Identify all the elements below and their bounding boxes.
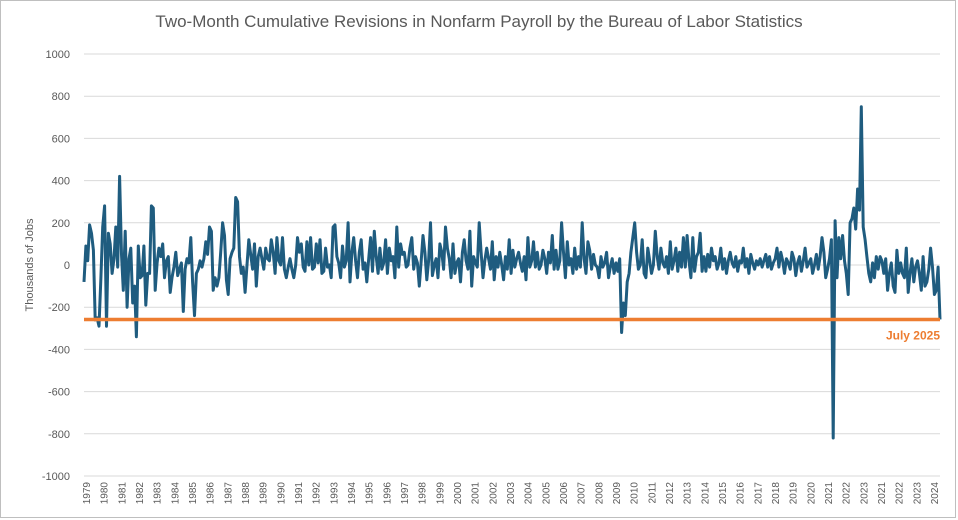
y-tick-label: 1000 xyxy=(46,49,70,61)
y-tick-label: -1000 xyxy=(42,471,70,483)
x-tick-label: 2010 xyxy=(630,482,641,505)
x-tick-label: 2004 xyxy=(524,482,535,505)
x-tick-label: 2014 xyxy=(700,482,711,505)
x-tick-label: 2009 xyxy=(612,482,623,505)
x-tick-label: 2023 xyxy=(912,482,923,505)
x-tick-label: 1989 xyxy=(259,482,270,505)
x-tick-label: 2018 xyxy=(771,482,782,505)
x-tick-label: 2008 xyxy=(594,482,605,505)
x-tick-label: 1982 xyxy=(135,482,146,505)
x-tick-label: 2021 xyxy=(824,482,835,505)
reference-line-label: July 2025 xyxy=(886,328,940,342)
x-tick-label: 2019 xyxy=(789,482,800,505)
x-tick-label: 1980 xyxy=(100,482,111,505)
x-tick-label: 2022 xyxy=(842,482,853,505)
y-tick-label: 400 xyxy=(52,176,70,188)
x-tick-label: 1997 xyxy=(400,482,411,505)
x-tick-label: 2000 xyxy=(453,482,464,505)
x-tick-label: 1995 xyxy=(365,482,376,505)
x-tick-label: 1990 xyxy=(276,482,287,505)
y-axis-title: Thousands of Jobs xyxy=(24,218,36,311)
y-tick-label: 0 xyxy=(64,260,70,272)
x-tick-label: 2015 xyxy=(718,482,729,505)
chart-title: Two-Month Cumulative Revisions in Nonfar… xyxy=(155,12,803,31)
x-tick-label: 1994 xyxy=(347,482,358,505)
y-tick-label: 200 xyxy=(52,218,70,230)
x-tick-label: 2016 xyxy=(736,482,747,505)
x-tick-label: 2005 xyxy=(541,482,552,505)
x-tick-label: 2012 xyxy=(665,482,676,505)
x-tick-label: 2023 xyxy=(859,482,870,505)
x-tick-label: 1996 xyxy=(382,482,393,505)
x-tick-label: 1979 xyxy=(82,482,93,505)
y-tick-label: 600 xyxy=(52,133,70,145)
x-tick-label: 1988 xyxy=(241,482,252,505)
x-tick-label: 2001 xyxy=(471,482,482,505)
x-tick-label: 1992 xyxy=(312,482,323,505)
x-tick-label: 1993 xyxy=(329,482,340,505)
x-tick-label: 1981 xyxy=(117,482,128,505)
x-tick-label: 1991 xyxy=(294,482,305,505)
x-tick-label: 2020 xyxy=(806,482,817,505)
x-tick-label: 1987 xyxy=(223,482,234,505)
y-tick-label: -600 xyxy=(48,387,70,399)
x-tick-label: 2011 xyxy=(647,482,658,504)
x-tick-label: 2021 xyxy=(877,482,888,505)
x-tick-label: 1984 xyxy=(170,482,181,505)
x-tick-label: 2024 xyxy=(930,482,941,505)
x-tick-label: 1998 xyxy=(418,482,429,505)
x-tick-label: 2013 xyxy=(683,482,694,505)
x-tick-label: 1983 xyxy=(153,482,164,505)
x-tick-label: 2002 xyxy=(488,482,499,505)
x-tick-label: 2022 xyxy=(895,482,906,505)
x-tick-label: 2017 xyxy=(753,482,764,505)
y-tick-label: -800 xyxy=(48,429,70,441)
y-tick-label: -200 xyxy=(48,302,70,314)
y-tick-label: 800 xyxy=(52,91,70,103)
x-tick-label: 1999 xyxy=(435,482,446,505)
x-tick-label: 2006 xyxy=(559,482,570,505)
x-tick-label: 1985 xyxy=(188,482,199,505)
y-tick-label: -400 xyxy=(48,344,70,356)
x-tick-label: 2003 xyxy=(506,482,517,505)
x-tick-label: 1986 xyxy=(206,482,217,505)
x-tick-label: 2007 xyxy=(577,482,588,505)
series-line xyxy=(82,105,942,440)
